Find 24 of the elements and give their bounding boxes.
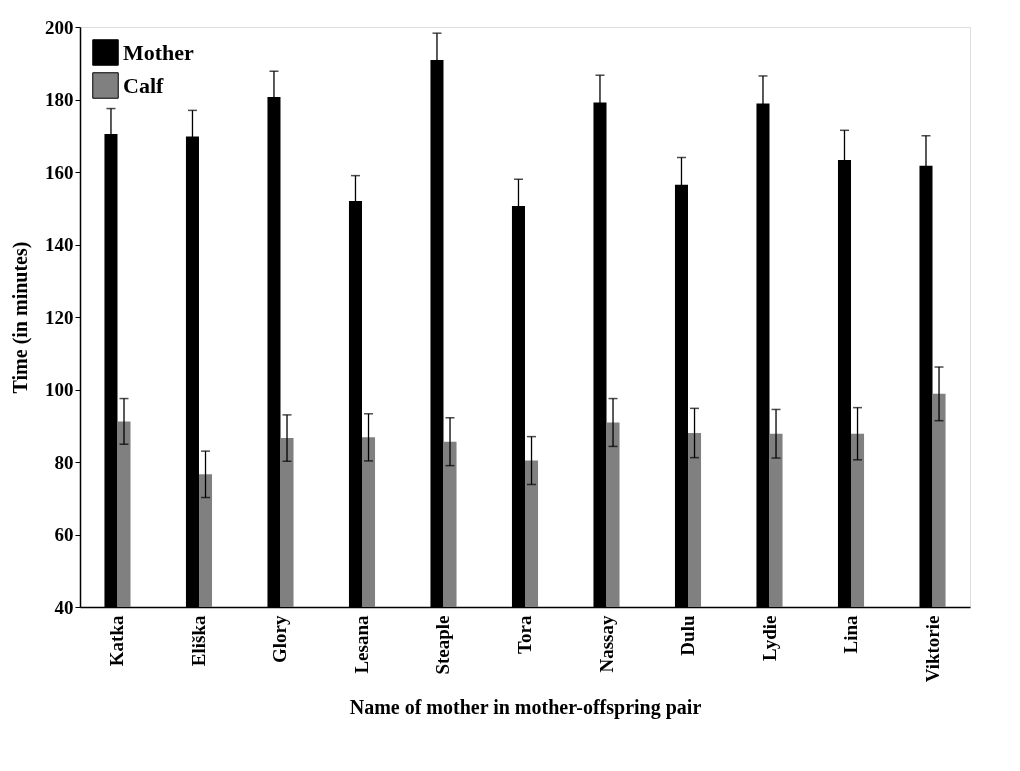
x-tick-label: Eliška [187, 615, 209, 667]
x-tick-label: Lydie [758, 615, 780, 661]
y-tick-label: 180 [45, 89, 74, 110]
x-tick-label: Lina [840, 615, 862, 654]
legend-label: Calf [123, 72, 164, 98]
y-tick-label: 200 [45, 16, 74, 38]
y-tick-label: 160 [45, 161, 74, 183]
y-tick-label: 60 [54, 524, 74, 545]
x-tick-label: Glory [269, 615, 291, 663]
x-tick-label: Katka [106, 615, 128, 667]
x-axis-title: Name of mother in mother-offspring pair [349, 696, 702, 720]
x-tick-label: Dulu [677, 615, 698, 656]
x-tick-label: Lesana [351, 615, 372, 674]
y-tick-label: 40 [54, 596, 74, 618]
y-tick-label: 100 [45, 379, 74, 400]
legend-label: Mother [123, 39, 195, 65]
x-tick-label: Tora [514, 615, 535, 654]
y-tick-label: 140 [45, 234, 74, 255]
y-axis-title: Time (in minutes) [9, 241, 32, 394]
y-tick-label: 120 [45, 306, 74, 328]
x-tick-label: Viktorie [921, 615, 943, 683]
x-tick-label: Steaple [432, 615, 454, 675]
x-tick-label: Nassay [595, 615, 617, 673]
y-tick-label: 80 [54, 451, 74, 473]
